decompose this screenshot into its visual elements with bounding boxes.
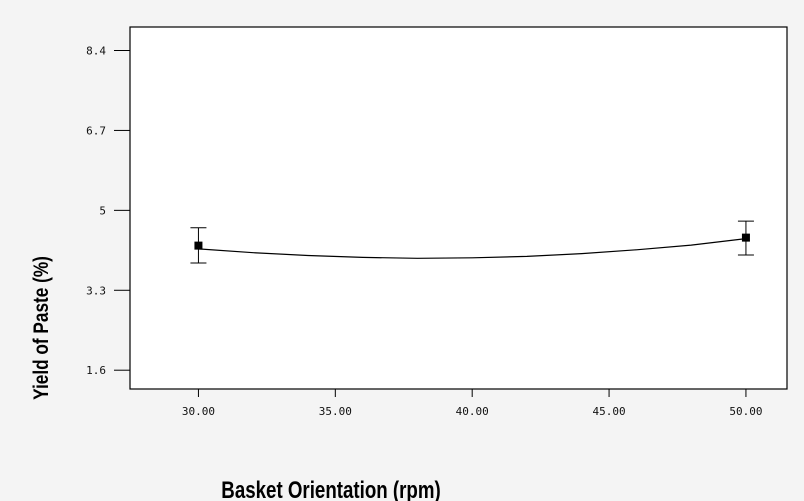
x-tick-label: 40.00: [456, 405, 489, 418]
y-tick-label: 8.4: [86, 45, 106, 58]
x-tick-label: 30.00: [182, 405, 215, 418]
fitted-curve-line: [198, 238, 746, 259]
data-point-marker: [194, 241, 203, 250]
y-tick-label: 1.6: [86, 364, 106, 377]
x-axis-title: Basket Orientation (rpm): [221, 477, 440, 501]
y-axis-title: Yield of Paste (%): [31, 256, 54, 400]
y-tick-label: 6.7: [86, 124, 106, 137]
x-tick-label: 50.00: [729, 405, 762, 418]
x-axis-ticks: 30.00 35.00 40.00 45.00 50.00: [182, 389, 763, 418]
y-tick-label: 3.3: [86, 284, 106, 297]
y-tick-label: 5: [99, 204, 106, 217]
series-layer: [190, 220, 754, 264]
data-point-marker: [741, 233, 750, 242]
x-tick-label: 45.00: [593, 405, 626, 418]
y-axis-ticks: 1.6 3.3 5 6.7 8.4: [86, 45, 130, 377]
x-tick-label: 35.00: [319, 405, 352, 418]
plot-area: [129, 26, 788, 390]
